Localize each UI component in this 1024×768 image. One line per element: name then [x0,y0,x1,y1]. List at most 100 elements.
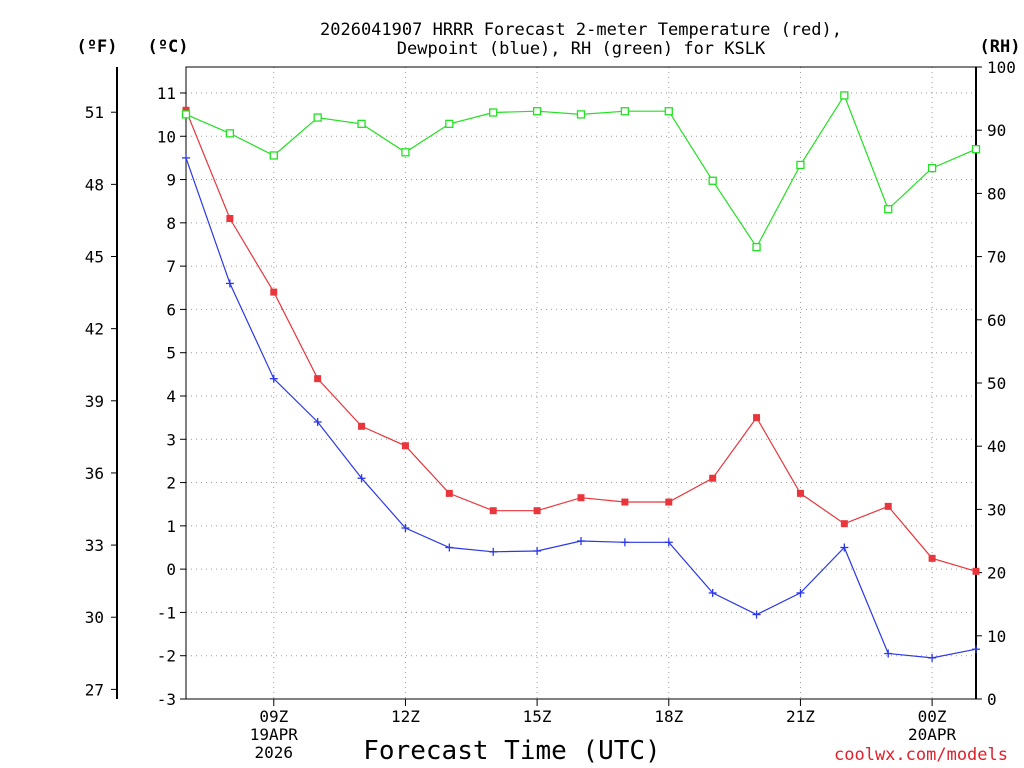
dewpoint-point [357,474,366,483]
dewpoint-point [796,588,805,597]
2-meter-temperature-point [314,375,322,383]
2-meter-temperature-point [621,498,629,506]
relative-humidity-point [489,108,498,117]
fahrenheit-tick-label: 39 [85,392,104,411]
dewpoint-point [182,153,190,162]
dewpoint-point [840,543,849,552]
fahrenheit-tick-label: 42 [85,320,104,339]
celsius-tick-label: 6 [166,300,176,319]
rh-unit-label: (RH) [980,37,1021,57]
relative-humidity-point [576,110,586,119]
celsius-unit-label: (ºC) [148,37,189,57]
relative-humidity-point [357,119,366,129]
x-tick-label: 12Z [391,707,420,726]
celsius-tick-label: 2 [166,474,176,493]
2-meter-temperature-point [753,414,761,422]
rh-tick-label: 100 [987,58,1016,77]
dewpoint-point [445,543,454,552]
fahrenheit-tick-label: 27 [85,680,104,699]
2-meter-temperature-point [665,498,673,506]
fahrenheit-tick-label: 33 [85,536,104,555]
rh-tick-label: 80 [987,184,1006,203]
fahrenheit-unit-label: (ºF) [77,37,118,57]
credit-text: coolwx.com/models [834,745,1008,765]
2-meter-temperature-point [709,474,717,482]
fahrenheit-tick-label: 30 [85,608,104,627]
rh-tick-label: 60 [987,311,1006,330]
celsius-tick-label: 1 [166,517,176,536]
x-axis-label: Forecast Time (UTC) [363,736,660,766]
x-tick-label: 19APR [250,725,299,744]
relative-humidity-point [620,107,630,116]
dewpoint-point [269,374,278,383]
rh-tick-label: 90 [987,121,1006,140]
celsius-tick-label: 10 [157,127,176,146]
relative-humidity-point [752,242,761,252]
rh-tick-label: 10 [987,627,1006,646]
relative-humidity-point [532,107,542,116]
data-series [181,91,981,662]
2-meter-temperature-point [489,507,497,515]
relative-humidity-point [884,205,893,214]
x-tick-label: 20APR [908,725,957,744]
relative-humidity-point [313,113,322,122]
rh-tick-label: 20 [987,564,1006,583]
plot-frame [185,66,977,700]
x-tick-label: 00Z [918,707,947,726]
relative-humidity-point [927,163,937,173]
celsius-tick-label: 9 [166,171,176,190]
2-meter-temperature-point [401,442,409,450]
x-tick-label: 2026 [255,743,294,762]
fahrenheit-tick-label: 36 [85,464,104,483]
chart-title-line-1: 2026041907 HRRR Forecast 2-meter Tempera… [320,20,842,40]
2-meter-temperature-point [445,489,453,497]
dewpoint-point [620,538,629,547]
rh-tick-label: 30 [987,500,1006,519]
celsius-tick-label: -2 [157,647,176,666]
dewpoint-point [313,417,322,426]
x-tick-label: 09Z [259,707,288,726]
celsius-tick-label: -3 [157,690,176,709]
dewpoint-point [752,610,761,619]
celsius-tick-label: 11 [157,84,176,103]
relative-humidity-point [708,176,717,185]
dewpoint-point [401,524,410,533]
dewpoint-point [928,653,937,662]
celsius-tick-label: 8 [166,214,176,233]
dewpoint-point [884,649,893,658]
celsius-tick-label: 5 [166,344,176,363]
chart-title-line-2: Dewpoint (blue), RH (green) for KSLK [397,39,766,59]
2-meter-temperature-point [840,520,848,528]
celsius-tick-label: -1 [157,603,176,622]
relative-humidity-point [401,148,410,157]
celsius-tick-label: 7 [166,257,176,276]
celsius-tick-label: 0 [166,560,176,579]
relative-humidity-point [840,91,849,100]
fahrenheit-tick-label: 48 [85,175,104,194]
x-tick-label: 21Z [786,707,815,726]
rh-tick-label: 0 [987,690,997,709]
dewpoint-point [708,588,717,597]
dewpoint-point [664,538,673,547]
2-meter-temperature-point [972,567,980,575]
2-meter-temperature-point [533,507,541,515]
fahrenheit-tick-label: 51 [85,103,104,122]
2-meter-temperature-point [928,554,936,562]
relative-humidity-point [181,110,191,119]
celsius-tick-label: 3 [166,430,176,449]
rh-tick-label: 50 [987,374,1006,393]
relative-humidity-point [796,160,805,170]
x-tick-label: 18Z [654,707,683,726]
relative-humidity-point [664,107,673,116]
2-meter-temperature-point [884,502,892,510]
gridlines [186,67,976,699]
dewpoint-point [489,547,498,556]
rh-tick-label: 70 [987,248,1006,267]
2-meter-temperature-point [270,288,278,296]
2-meter-temperature-point [577,494,585,502]
celsius-tick-label: 4 [166,387,176,406]
relative-humidity-point [971,145,981,154]
relative-humidity-point [225,129,235,138]
